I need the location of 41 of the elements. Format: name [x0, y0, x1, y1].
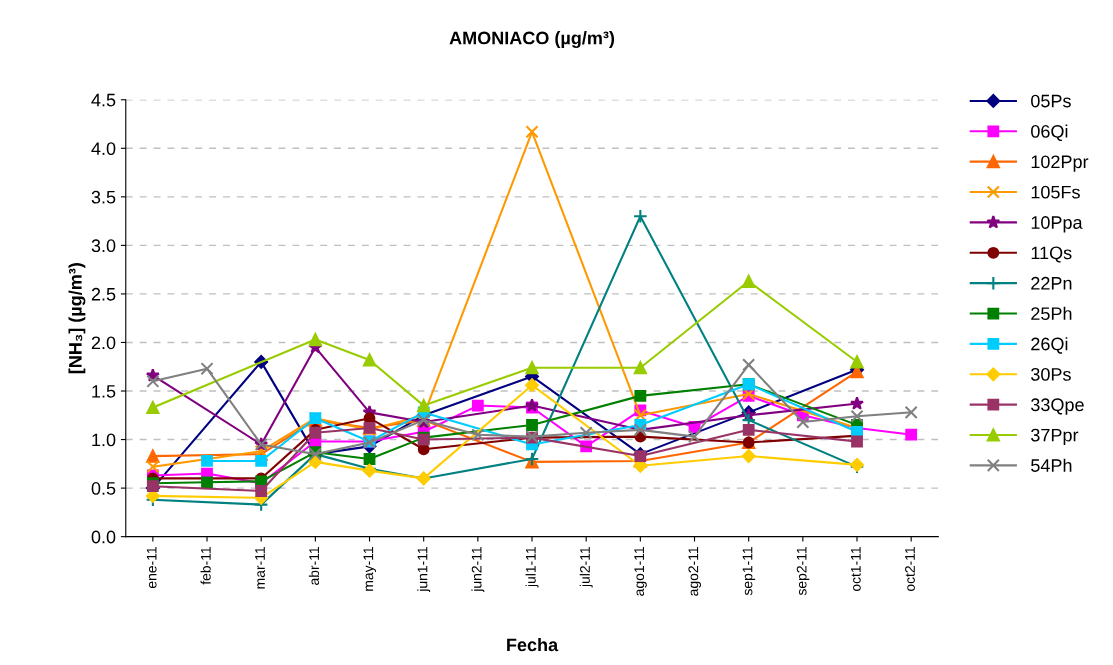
x-tick-label: jun2-11	[471, 547, 485, 593]
x-tick-label: ago2-11	[688, 547, 701, 596]
x-tick-label: jul2-11	[579, 547, 593, 588]
y-tick-label: 4.5	[91, 93, 116, 107]
legend-label: 54Ph	[1031, 458, 1072, 472]
legend-label: 26Qi	[1031, 337, 1068, 354]
legend-label: 11Qs	[1031, 246, 1072, 263]
legend-label: 10Ppa	[1031, 216, 1083, 233]
legend-label: 05Ps	[1031, 94, 1071, 108]
x-tick-label: oct1-11	[851, 547, 861, 592]
chart-title: AMONIACO (µg/m³)	[449, 31, 615, 49]
y-tick-label: 0.5	[91, 482, 116, 495]
legend-label: 22Pn	[1031, 276, 1072, 290]
y-tick-label: 4.0	[91, 142, 116, 156]
x-tick-label: jun1-11	[417, 547, 431, 593]
legend-label: 33Qpe	[1031, 398, 1084, 415]
y-tick-label: 0.0	[91, 530, 116, 544]
legend-label: 105Fs	[1031, 185, 1080, 199]
legend-label: 06Qi	[1031, 124, 1068, 142]
x-tick-label: mar-11	[255, 547, 265, 589]
legend-label: 102Ppr	[1031, 155, 1089, 172]
y-axis-title: [NH₃] (µg/m³)	[68, 263, 86, 374]
y-tick-label: 1.5	[92, 385, 116, 398]
x-tick-label: sep1-11	[742, 547, 756, 596]
x-tick-label: abr-11	[308, 547, 320, 585]
legend-label: 30Ps	[1031, 367, 1071, 381]
x-tick-label: may-11	[363, 547, 376, 591]
y-tick-label: 2.0	[91, 336, 116, 350]
legend-label: 37Ppr	[1031, 428, 1079, 446]
x-tick-label: sep2-11	[796, 547, 810, 596]
y-tick-label: 3.5	[91, 190, 116, 204]
x-tick-label: oct2-11	[905, 547, 915, 592]
y-tick-label: 1.0	[92, 433, 116, 447]
y-tick-label: 3.0	[91, 239, 116, 253]
x-tick-label: ene-11	[146, 547, 157, 588]
y-tick-label: 2.5	[91, 287, 116, 301]
x-tick-label: feb-11	[200, 547, 211, 585]
legend-label: 25Ph	[1031, 306, 1072, 321]
x-axis-title: Fecha	[507, 637, 559, 652]
x-tick-label: jul1-11	[525, 547, 539, 588]
x-tick-label: ago1-11	[634, 547, 647, 596]
